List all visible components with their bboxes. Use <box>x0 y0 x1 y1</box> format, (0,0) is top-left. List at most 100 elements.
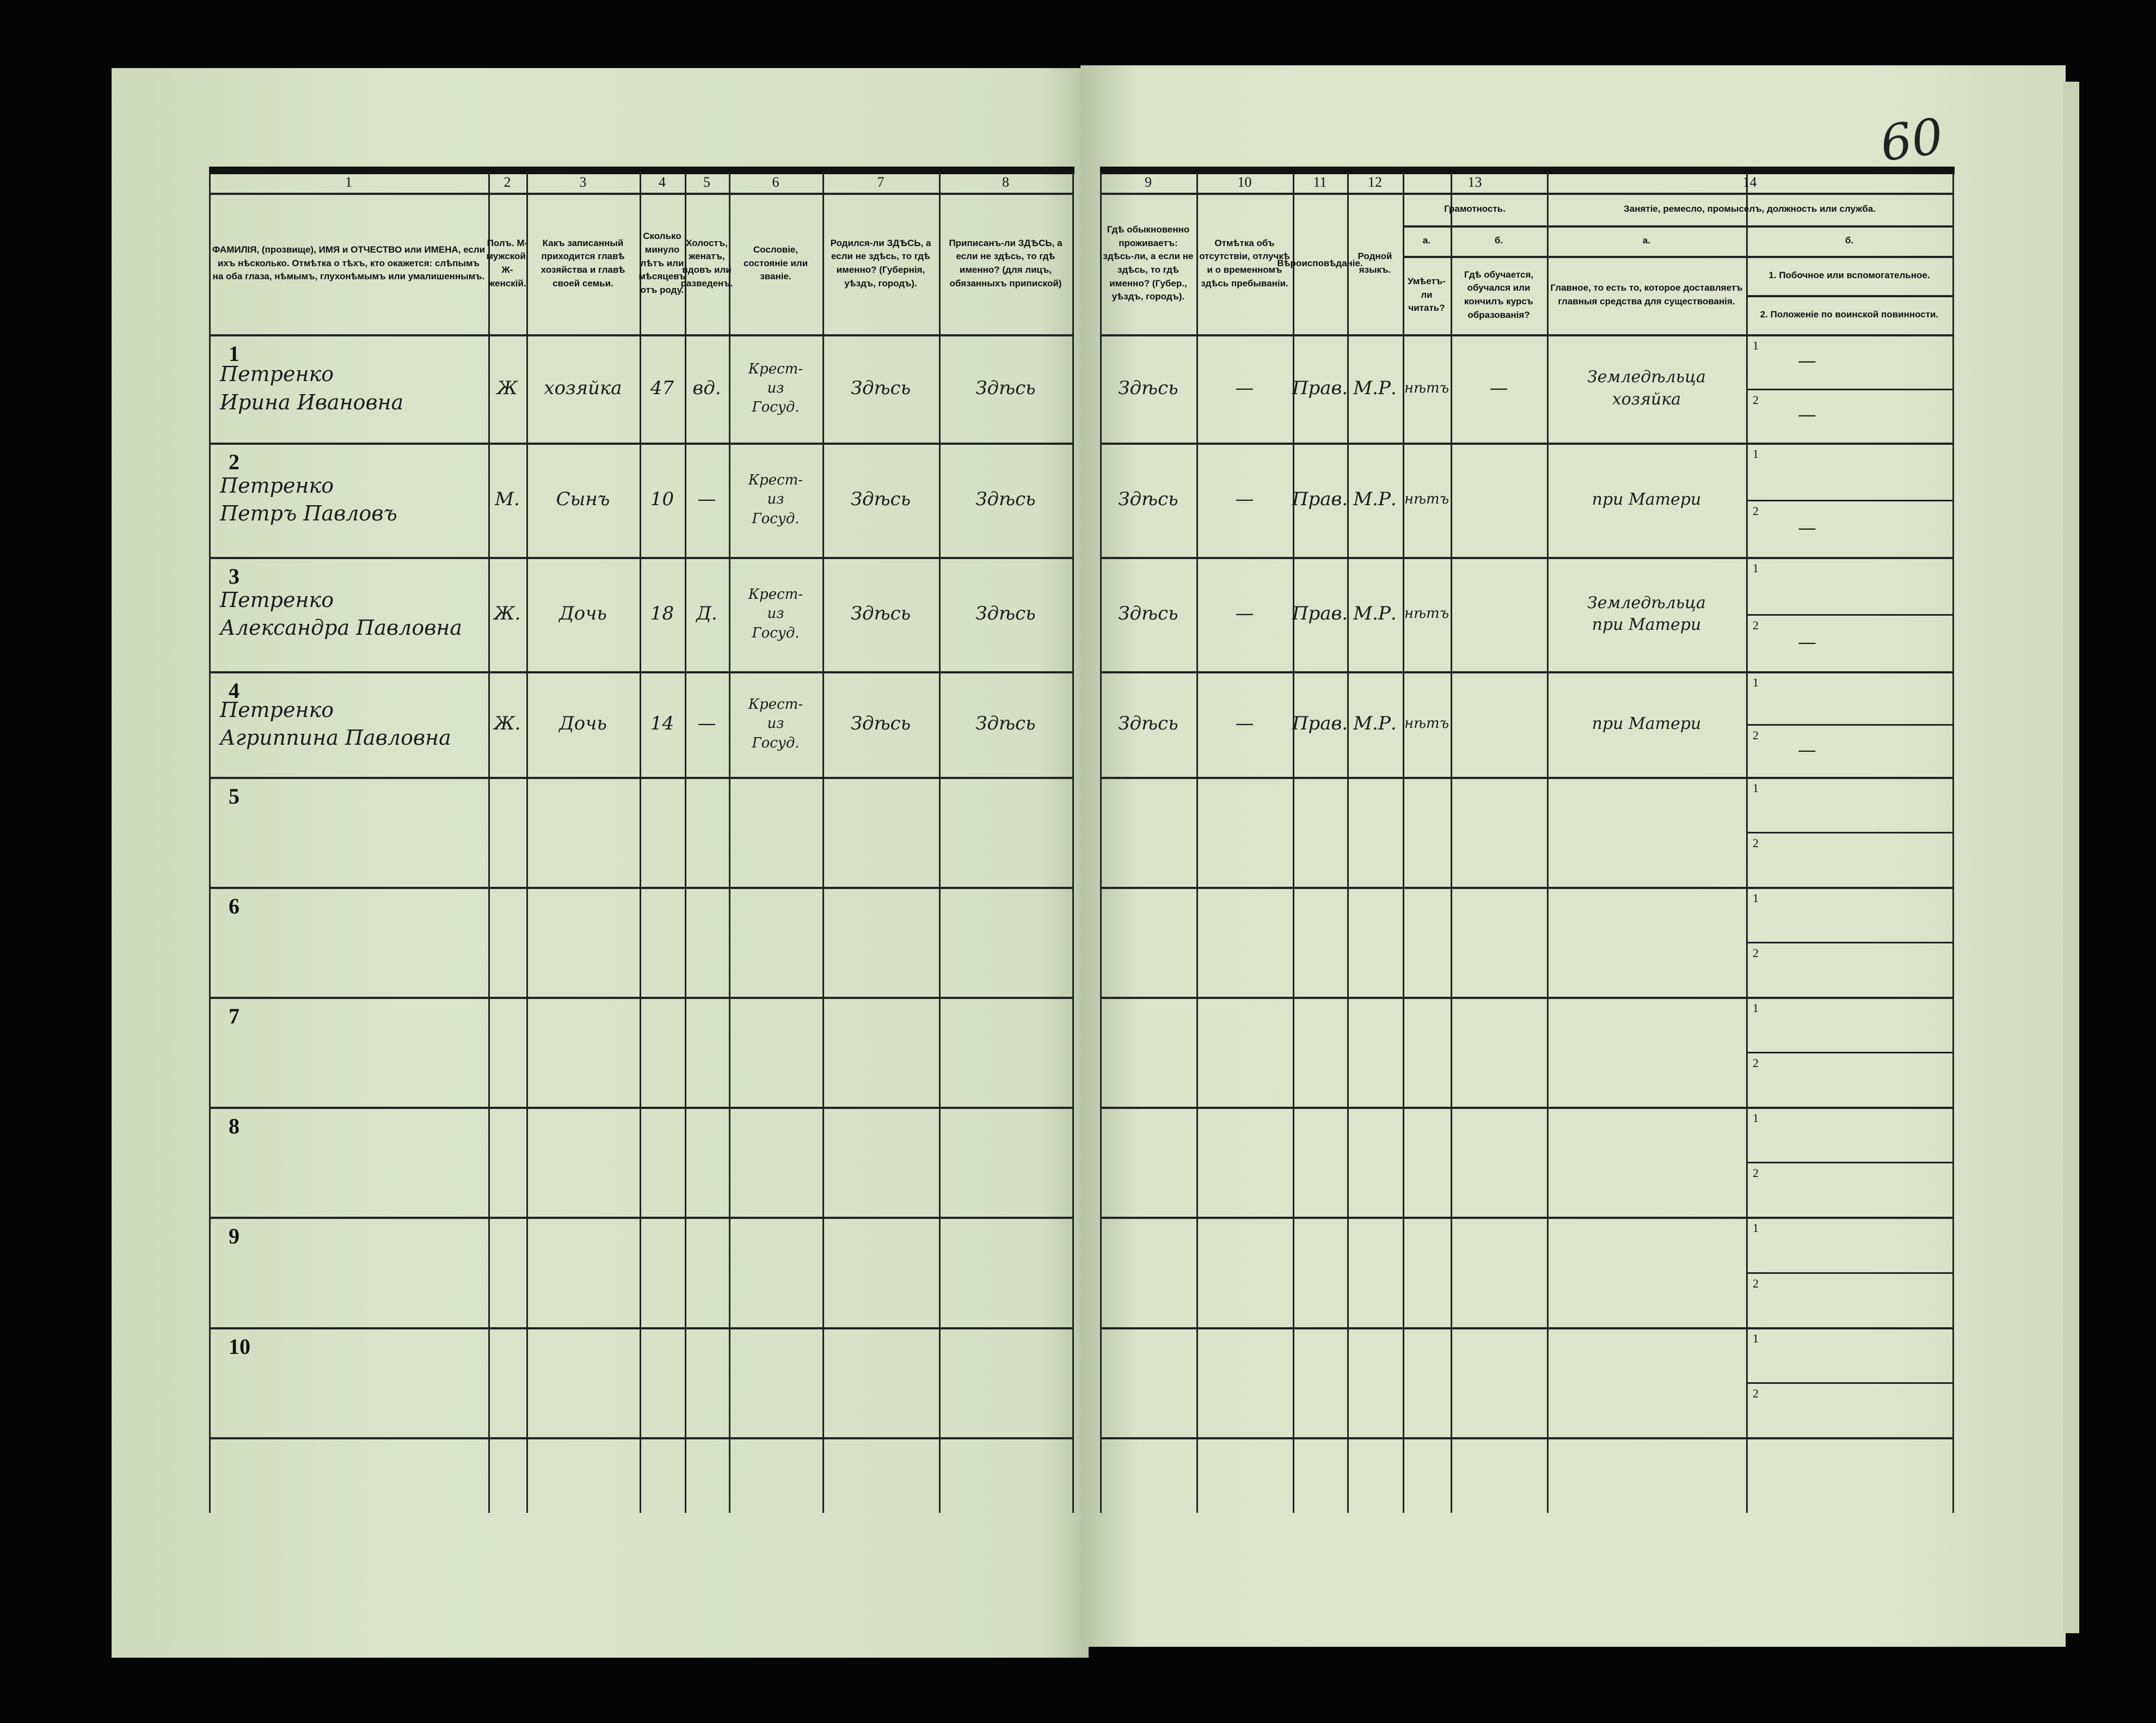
column-number: 13 <box>1467 174 1482 190</box>
cell-marital: вд. <box>692 377 721 399</box>
subheader-rule <box>1746 295 1952 297</box>
header-c14b2: 2. Положеніе по воинской повинности. <box>1760 309 1939 320</box>
sub-label-2: 2 <box>1753 618 1759 632</box>
column-divider <box>1347 172 1349 1513</box>
column-divider <box>526 172 528 1513</box>
cell-side2: — <box>1798 517 1816 539</box>
cell-registered: Здѣсь <box>975 713 1036 735</box>
row-rule <box>209 1107 1072 1109</box>
row-rule <box>209 777 1072 779</box>
cell-occupation: при Матери <box>1592 714 1702 733</box>
header-c5: Холостъ, женатъ, вдовъ или разведенъ. <box>680 237 733 289</box>
row-rule <box>209 671 1072 673</box>
column-divider <box>488 172 490 1513</box>
cell-name: Петренко Александра Павловна <box>220 587 463 640</box>
column-number: 8 <box>1002 174 1009 190</box>
cell-occupation: Земледѣльца при Матери <box>1587 593 1706 635</box>
header-c13b: б. <box>1494 235 1503 246</box>
cell-occupation: Земледѣльца хозяйка <box>1587 367 1706 409</box>
sub-row-rule <box>1746 1052 1952 1053</box>
header-c3: Какъ записанный приходится главѣ хозяйст… <box>540 237 625 289</box>
sub-label-2: 2 <box>1753 504 1759 518</box>
cell-occupation: при Матери <box>1592 489 1702 509</box>
header-occupation: Занятіе, ремесло, промыселъ, должность и… <box>1624 203 1876 214</box>
cell-registered: Здѣсь <box>975 603 1036 625</box>
row-number: 5 <box>229 784 239 808</box>
cell-age: 18 <box>650 603 674 625</box>
cell-estate: Крест- из Госуд. <box>748 586 803 641</box>
column-number: 10 <box>1237 174 1252 190</box>
sub-label-1: 1 <box>1753 891 1759 905</box>
cell-side2: — <box>1798 631 1816 653</box>
row-rule <box>209 557 1072 559</box>
sub-label-1: 1 <box>1753 447 1759 461</box>
cell-age: 47 <box>650 377 674 399</box>
sub-row-rule <box>1746 388 1952 390</box>
column-divider <box>1293 172 1294 1513</box>
cell-language: М.Р. <box>1353 377 1397 399</box>
top-rule-right <box>1100 167 1955 174</box>
row-rule <box>1100 1217 1952 1219</box>
cell-name: Петренко Ирина Ивановна <box>220 362 404 414</box>
column-number: 9 <box>1145 174 1152 190</box>
column-divider <box>939 172 941 1513</box>
cell-sex: Ж. <box>494 603 521 625</box>
row-rule <box>1100 777 1952 779</box>
column-number: 5 <box>703 174 710 190</box>
sub-row-rule <box>1746 614 1952 616</box>
sub-label-1: 1 <box>1753 1111 1759 1125</box>
cell-school: — <box>1489 377 1508 399</box>
cell-religion: Прав. <box>1292 603 1348 625</box>
top-rule-left <box>209 167 1074 174</box>
column-number: 6 <box>772 174 779 190</box>
row-rule <box>1100 997 1952 999</box>
cell-residence: Здѣсь <box>1118 603 1178 625</box>
cell-estate: Крест- из Госуд. <box>748 472 803 527</box>
subheader-rule <box>1403 225 1952 228</box>
sheet-number: 60 <box>1877 107 1947 173</box>
cell-name: Петренко Петръ Павловъ <box>220 473 397 525</box>
cell-registered: Здѣсь <box>975 377 1036 399</box>
cell-residence: Здѣсь <box>1118 488 1178 511</box>
header-c13a: а. <box>1422 235 1431 246</box>
row-number: 3 <box>229 564 239 588</box>
sub-label-2: 2 <box>1753 836 1759 850</box>
header-c2: Полъ. М-мужской. Ж-женскій. <box>486 237 529 289</box>
header-c8: Приписанъ-ли ЗДѢСЬ, а если не здѣсь, то … <box>949 237 1062 289</box>
row-rule <box>209 1327 1072 1329</box>
cell-born: Здѣсь <box>850 603 911 625</box>
header-c4: Сколько минуло лѣтъ или мѣсяцевъ отъ род… <box>638 231 686 295</box>
sub-label-2: 2 <box>1753 1056 1759 1070</box>
row-rule <box>1100 1107 1952 1109</box>
column-number: 14 <box>1742 174 1757 190</box>
cell-born: Здѣсь <box>850 488 911 511</box>
column-number: 12 <box>1368 174 1382 190</box>
cell-literate: нѣтъ <box>1404 379 1449 396</box>
header-c14a: а. <box>1642 235 1651 246</box>
cell-literate: нѣтъ <box>1404 715 1449 732</box>
sub-label-1: 1 <box>1753 781 1759 795</box>
row-rule <box>1100 443 1952 445</box>
cell-marital: Д. <box>696 603 717 625</box>
column-divider <box>1100 172 1102 1513</box>
cell-school <box>1451 443 1547 557</box>
header-literacy: Грамотность. <box>1444 203 1506 214</box>
cell-born: Здѣсь <box>850 377 911 399</box>
header-c6: Сословіе, состояніе или званіе. <box>743 244 808 282</box>
cell-age: 14 <box>650 713 674 735</box>
row-number: 9 <box>229 1224 239 1248</box>
column-number: 1 <box>345 174 352 190</box>
row-rule <box>209 334 1072 336</box>
left-page <box>112 68 1089 1658</box>
row-rule <box>209 443 1072 445</box>
cell-marital: — <box>697 713 716 735</box>
sub-row-rule <box>1746 1272 1952 1274</box>
cell-language: М.Р. <box>1353 603 1397 625</box>
page-edge <box>2063 82 2079 1633</box>
cell-side1: — <box>1798 349 1816 372</box>
cell-absence: — <box>1235 713 1254 735</box>
cell-literate: нѣтъ <box>1404 605 1449 622</box>
cell-absence: — <box>1235 377 1254 399</box>
column-divider <box>1403 172 1404 1513</box>
